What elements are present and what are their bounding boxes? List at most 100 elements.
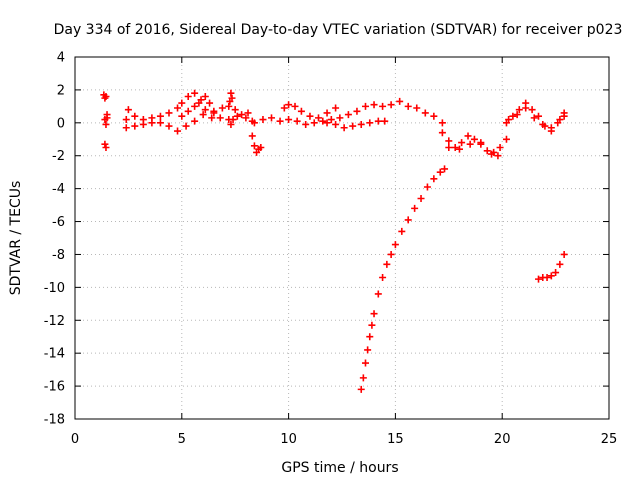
y-tick-label: -12 — [44, 314, 65, 329]
data-point — [306, 112, 314, 120]
x-tick-label: 5 — [178, 432, 186, 447]
series-steep-recovery — [357, 165, 449, 393]
data-point — [250, 119, 258, 127]
y-tick-label: 4 — [57, 51, 65, 66]
data-point — [535, 275, 543, 283]
series-late-arc-lower — [505, 104, 568, 132]
data-point — [340, 124, 348, 132]
data-point — [552, 269, 560, 277]
data-point — [366, 333, 374, 341]
series-low-arc-13h — [323, 117, 389, 132]
data-point — [466, 140, 474, 148]
data-point — [178, 112, 186, 120]
data-point — [131, 122, 139, 130]
data-point — [191, 117, 199, 125]
data-point — [353, 107, 361, 115]
data-point — [101, 140, 109, 148]
data-point — [276, 117, 284, 125]
data-point — [556, 260, 564, 268]
y-tick-label: 0 — [57, 116, 65, 131]
data-point — [302, 120, 310, 128]
y-tick-label: -14 — [44, 347, 65, 362]
data-point — [515, 106, 523, 114]
data-point — [293, 117, 301, 125]
data-point — [423, 183, 431, 191]
data-point — [191, 102, 199, 110]
series-mid-band — [250, 97, 446, 128]
data-point — [238, 111, 246, 119]
data-point — [458, 139, 466, 147]
data-point — [231, 106, 239, 114]
series-arc-10h — [280, 101, 340, 122]
series-lower-dip — [445, 139, 502, 160]
y-tick-label: 2 — [57, 83, 65, 98]
y-tick-label: -4 — [52, 182, 65, 197]
data-point — [522, 104, 530, 112]
data-points — [100, 89, 568, 393]
data-point — [218, 104, 226, 112]
y-tick-label: -10 — [44, 281, 65, 296]
data-point — [184, 107, 192, 115]
data-point — [368, 321, 376, 329]
data-point — [370, 101, 378, 109]
data-point — [421, 109, 429, 117]
y-tick-label: -18 — [44, 413, 65, 428]
data-point — [509, 112, 517, 120]
data-point — [483, 147, 491, 155]
data-point — [438, 119, 446, 127]
data-point — [477, 139, 485, 147]
x-tick-label: 0 — [71, 432, 79, 447]
data-point — [182, 122, 190, 130]
data-point — [228, 94, 236, 102]
x-tick-label: 10 — [280, 432, 297, 447]
data-point — [556, 116, 564, 124]
data-point — [451, 144, 459, 151]
data-point — [268, 114, 276, 122]
data-point — [361, 102, 369, 110]
data-point — [227, 120, 235, 128]
data-point — [417, 195, 425, 203]
data-point — [102, 144, 110, 151]
data-point — [543, 273, 551, 281]
data-point — [470, 135, 478, 143]
data-point — [122, 124, 130, 132]
data-point — [374, 117, 382, 125]
data-point — [535, 112, 543, 120]
data-point — [398, 227, 406, 235]
data-point — [374, 290, 382, 298]
data-point — [259, 116, 267, 124]
data-point — [528, 106, 536, 114]
data-point — [336, 114, 344, 122]
data-point — [208, 114, 216, 122]
series-late-low-segment — [535, 250, 568, 283]
data-point — [344, 111, 352, 119]
data-point — [381, 117, 389, 125]
data-point — [242, 114, 250, 122]
data-point — [156, 119, 164, 127]
data-point — [332, 120, 340, 128]
y-tick-label: -16 — [44, 380, 65, 395]
data-point — [216, 114, 224, 122]
data-point — [530, 114, 538, 122]
data-point — [445, 137, 453, 145]
data-point — [502, 135, 510, 143]
data-point — [387, 250, 395, 258]
data-point — [387, 101, 395, 109]
series-short-arc-1.4h — [100, 91, 111, 151]
series-dip-18-20h — [438, 129, 510, 156]
data-point — [206, 99, 214, 107]
data-point — [547, 124, 555, 132]
grid — [75, 57, 609, 419]
data-point — [383, 260, 391, 268]
data-point — [102, 92, 110, 100]
x-tick-label: 15 — [387, 432, 404, 447]
data-point — [131, 112, 139, 120]
data-point — [101, 94, 109, 102]
data-point — [315, 114, 323, 122]
series-late-arc — [502, 99, 568, 135]
data-point — [156, 112, 164, 120]
data-point — [323, 119, 331, 127]
data-point — [103, 114, 111, 122]
data-point — [436, 168, 444, 176]
x-axis-label: GPS time / hours — [281, 460, 398, 476]
